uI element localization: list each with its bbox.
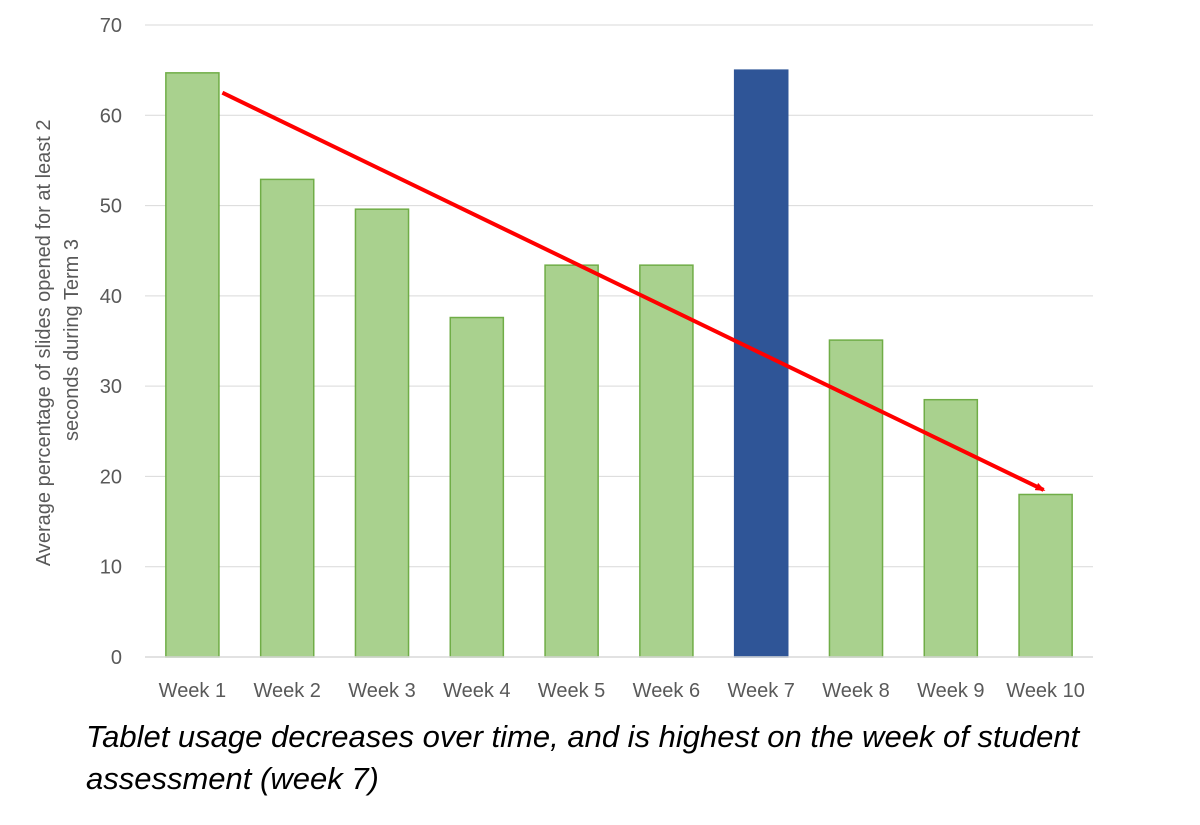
- y-tick-label: 20: [100, 466, 122, 488]
- x-tick-label: Week 10: [1006, 680, 1085, 702]
- bars: [165, 69, 1073, 658]
- x-tick-label: Week 9: [917, 680, 984, 702]
- y-axis-label-line-1: Average percentage of slides opened for …: [33, 119, 55, 566]
- x-tick-label: Week 5: [538, 680, 605, 702]
- y-tick-label: 50: [100, 196, 122, 218]
- y-axis-label: Average percentage of slides opened for …: [33, 114, 83, 566]
- y-tick-label: 0: [111, 647, 122, 669]
- y-tick-label: 60: [100, 105, 122, 127]
- x-tick-label: Week 3: [348, 680, 415, 702]
- x-tick-label: Week 8: [822, 680, 889, 702]
- y-tick-label: 70: [100, 15, 122, 37]
- bar: [923, 398, 979, 658]
- y-tick-label: 10: [100, 557, 122, 579]
- bar-chart: 0 10 20 30 40 50 60 70 Week 1 Week 2 Week 3 Week 4…: [33, 15, 1093, 702]
- x-tick-label: Week 2: [253, 680, 320, 702]
- bar: [1018, 493, 1073, 658]
- y-tick-label: 40: [100, 286, 122, 308]
- bar: [544, 264, 599, 658]
- trend-arrow: [221, 90, 1046, 492]
- bar: [354, 208, 410, 658]
- bar: [165, 72, 220, 658]
- y-tick-label: 30: [100, 376, 122, 398]
- x-tick-label: Week 1: [159, 680, 226, 702]
- bar: [259, 178, 315, 658]
- x-axis-ticks: Week 1 Week 2 Week 3 Week 4 Week 5 Week 6 Week…: [159, 680, 1085, 702]
- x-tick-label: Week 7: [727, 680, 794, 702]
- chart-caption: Tablet usage decreases over time, and is…: [86, 719, 1080, 796]
- x-tick-label: Week 4: [443, 680, 510, 702]
- y-axis-label-line-2: seconds during Term 3: [61, 239, 83, 441]
- x-tick-label: Week 6: [633, 680, 700, 702]
- bar: [828, 339, 884, 658]
- y-axis-ticks: 0 10 20 30 40 50 60 70: [100, 15, 122, 669]
- bar: [639, 264, 694, 658]
- bar: [449, 316, 505, 658]
